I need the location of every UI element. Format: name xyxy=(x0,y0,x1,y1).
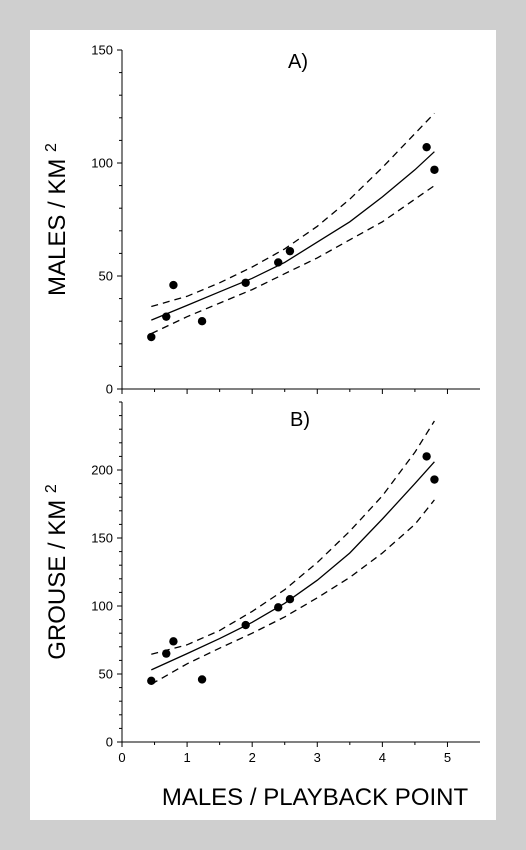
data-point xyxy=(285,246,295,256)
lower-confidence-line xyxy=(151,185,435,335)
data-point xyxy=(162,312,171,321)
data-point xyxy=(197,317,207,326)
figure-panel: 0 50 100 150 A) MALES / KM 2 0 50 100 150 200 0 1 2 3 4… xyxy=(30,30,496,820)
y-axis-title: GROUSE / KM 2 xyxy=(43,484,71,660)
y-tick-label: 50 xyxy=(99,269,113,284)
panel-label: A) xyxy=(288,51,308,73)
x-tick-label: 0 xyxy=(118,750,125,765)
y-tick-label: 150 xyxy=(91,43,113,58)
data-point xyxy=(274,258,283,267)
x-tick-label: 1 xyxy=(183,750,190,765)
data-point xyxy=(274,603,283,612)
data-point xyxy=(422,452,431,461)
data-point xyxy=(197,675,207,684)
data-point xyxy=(241,278,250,287)
x-tick-label: 4 xyxy=(379,750,386,765)
y-tick-label: 50 xyxy=(99,667,113,682)
y-tick-label: 0 xyxy=(106,382,113,397)
chart-figure: 0 50 100 150 A) MALES / KM 2 0 50 100 150 200 0 1 2 3 4… xyxy=(43,43,480,811)
data-point xyxy=(162,649,171,658)
data-point xyxy=(430,165,439,174)
data-point xyxy=(241,620,250,630)
y-tick-label: 200 xyxy=(91,463,113,478)
data-point xyxy=(147,676,156,685)
x-axis-title: MALES / PLAYBACK POINT xyxy=(162,784,469,811)
fitted-line xyxy=(151,461,435,671)
x-tick-label: 3 xyxy=(314,750,321,765)
y-tick-label: 150 xyxy=(91,531,113,546)
y-axis-title: MALES / KM 2 xyxy=(43,143,71,296)
data-point xyxy=(422,142,431,152)
data-point xyxy=(430,475,439,484)
x-tick-label: 2 xyxy=(249,750,256,765)
y-tick-label: 0 xyxy=(106,735,113,750)
y-tick-label: 100 xyxy=(91,599,113,614)
x-tick-label: 5 xyxy=(444,750,451,765)
y-tick-label: 100 xyxy=(91,156,113,171)
panel-label: B) xyxy=(290,409,310,431)
chart-panel-a: 0 50 100 150 A) MALES / KM 2 xyxy=(43,43,480,397)
upper-confidence-line xyxy=(151,112,435,308)
chart-panel-b: 0 50 100 150 200 0 1 2 3 4 5 B) GROUSE / KM 2 MALES /… xyxy=(43,401,480,811)
data-point xyxy=(285,595,295,604)
data-point xyxy=(169,280,178,290)
data-point xyxy=(169,637,178,646)
upper-confidence-line xyxy=(151,420,435,655)
lower-confidence-line xyxy=(150,499,435,685)
data-point xyxy=(147,332,156,342)
fitted-line xyxy=(151,151,435,321)
